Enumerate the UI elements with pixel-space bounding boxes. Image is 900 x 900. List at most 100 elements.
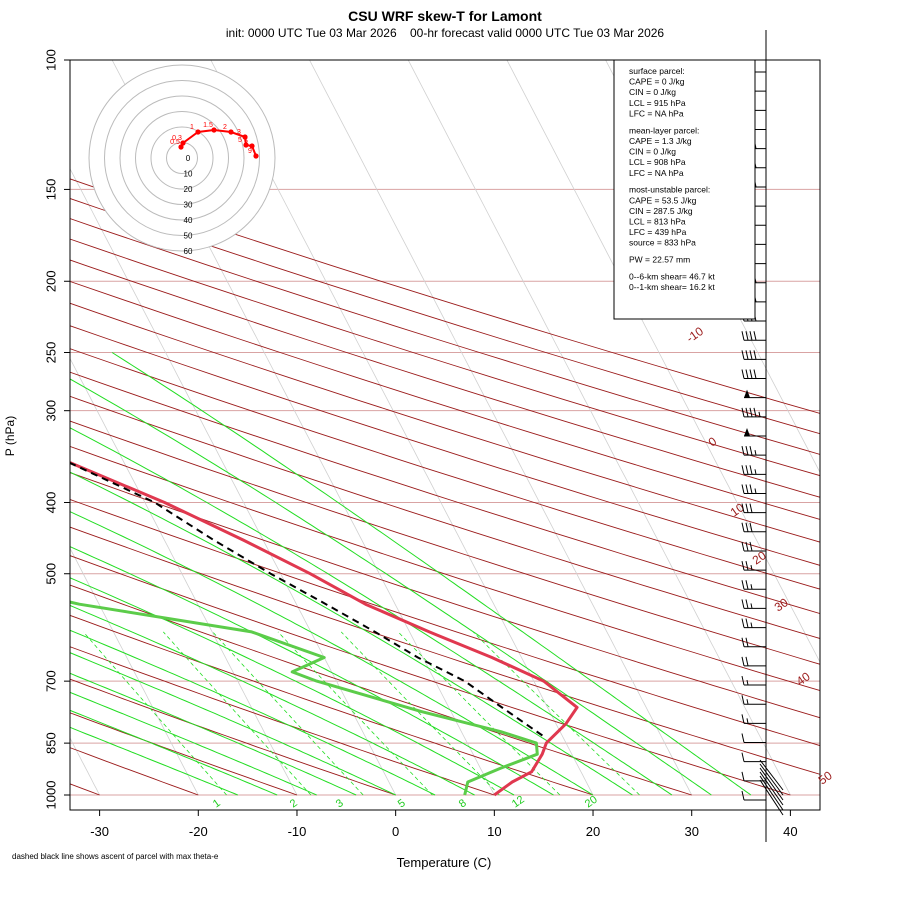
wind-barb-feather bbox=[741, 522, 745, 532]
y-tick-label: 300 bbox=[43, 400, 58, 422]
mixing-ratio-line bbox=[212, 631, 364, 796]
wind-barb bbox=[741, 407, 766, 418]
hodograph-point bbox=[242, 134, 248, 140]
isotherm-line bbox=[309, 60, 693, 796]
dewpoint-line bbox=[70, 600, 539, 796]
surface-parcel-line: CAPE = 0 J/kg bbox=[629, 77, 685, 87]
hodograph-point bbox=[243, 142, 249, 148]
wind-barb-half-feather bbox=[758, 411, 761, 417]
dry-adiabat-line bbox=[70, 555, 791, 796]
wind-barb-feather bbox=[745, 656, 749, 667]
shear-line: 0--6-km shear= 46.7 kt bbox=[629, 272, 715, 282]
mixing-ratio-label: 5 bbox=[396, 797, 408, 810]
moist-adiabat-line bbox=[70, 378, 712, 796]
mean-layer-parcel-line: LFC = NA hPa bbox=[629, 168, 684, 178]
dry-adiabat-line bbox=[70, 280, 820, 520]
x-tick-label: 0 bbox=[392, 824, 399, 839]
isotherm-line bbox=[70, 737, 100, 796]
mixing-ratio-line bbox=[397, 631, 561, 796]
wind-barb-feather bbox=[745, 522, 749, 532]
y-tick-label: 850 bbox=[43, 732, 58, 754]
wind-barb-half-feather bbox=[746, 699, 749, 705]
wind-barb-feather bbox=[745, 599, 749, 609]
wind-barb-feather bbox=[749, 407, 753, 417]
wind-barb-feather bbox=[741, 599, 745, 609]
wind-barb-feather bbox=[741, 695, 745, 705]
hodograph-point bbox=[249, 143, 255, 149]
y-tick-label: 700 bbox=[43, 670, 58, 692]
chart-title: CSU WRF skew-T for Lamont bbox=[348, 8, 542, 24]
x-tick-label: 30 bbox=[684, 824, 698, 839]
dry-adiabat-line bbox=[70, 498, 820, 747]
wind-barb-half-feather bbox=[750, 565, 753, 571]
isotherm-label: 0 bbox=[706, 434, 720, 449]
footnote: dashed black line shows ascent of parcel… bbox=[12, 852, 219, 861]
hodograph-point-label: 1 bbox=[190, 124, 194, 131]
dry-adiabat-line bbox=[70, 218, 820, 455]
dry-adiabat-line bbox=[70, 238, 820, 477]
isotherm-line bbox=[70, 547, 199, 796]
hodograph-ring-label: 0 bbox=[186, 154, 191, 163]
chart-subtitle: init: 0000 UTC Tue 03 Mar 2026 00-hr for… bbox=[226, 26, 665, 40]
wind-barb bbox=[741, 446, 766, 456]
isotherm-label: 40 bbox=[794, 669, 813, 688]
y-tick-label: 100 bbox=[43, 49, 58, 71]
dry-adiabat-line bbox=[70, 445, 820, 692]
wind-barb-feather bbox=[745, 331, 749, 341]
wind-barb bbox=[741, 522, 766, 533]
mixing-ratio-label: 8 bbox=[457, 797, 469, 810]
wind-barb-feather bbox=[741, 675, 745, 686]
y-tick-label: 1000 bbox=[43, 781, 58, 810]
moist-adiabat-line bbox=[70, 652, 396, 796]
y-tick-label: 400 bbox=[43, 492, 58, 514]
wind-barb-feather bbox=[745, 350, 749, 360]
y-tick-label: 500 bbox=[43, 563, 58, 585]
wind-barb-feather bbox=[741, 465, 745, 475]
wind-barb-feather bbox=[741, 503, 745, 513]
hodograph-point-label: 2 bbox=[223, 124, 227, 131]
hodograph-ring bbox=[88, 64, 276, 252]
moist-adiabat-line bbox=[70, 511, 594, 796]
wind-barb-feather bbox=[745, 407, 749, 417]
x-tick-label: 20 bbox=[586, 824, 600, 839]
wind-barb-feather bbox=[741, 733, 745, 743]
wind-barb bbox=[741, 656, 766, 667]
wind-barb bbox=[744, 428, 766, 437]
wind-barb-feather bbox=[741, 446, 745, 456]
wind-barb-half-feather bbox=[746, 679, 749, 686]
x-tick-label: -10 bbox=[288, 824, 307, 839]
isotherm-line bbox=[0, 60, 1, 795]
wind-barb bbox=[741, 714, 766, 724]
wind-barb-half-feather bbox=[754, 488, 757, 494]
dry-adiabat-line bbox=[70, 348, 820, 590]
mean-layer-parcel-line: LCL = 908 hPa bbox=[629, 157, 686, 167]
wind-barb-surface-staff bbox=[759, 775, 784, 811]
hodograph-ring-label: 60 bbox=[184, 247, 193, 256]
x-axis-label: Temperature (C) bbox=[397, 855, 492, 870]
isotherm-line bbox=[70, 357, 298, 796]
hodograph-point-label: 3 bbox=[237, 129, 241, 136]
wind-barb bbox=[744, 389, 766, 399]
hodograph-ring-label: 20 bbox=[184, 185, 193, 194]
hodograph-point bbox=[178, 144, 184, 150]
dry-adiabat-line bbox=[70, 259, 820, 498]
isotherm-line bbox=[605, 60, 820, 474]
moist-adiabat-line bbox=[70, 427, 673, 796]
wind-barb-feather bbox=[745, 484, 749, 494]
surface-parcel-line: LCL = 915 hPa bbox=[629, 98, 686, 108]
hodograph-point bbox=[195, 129, 201, 135]
x-tick-label: 40 bbox=[783, 824, 797, 839]
plot-frame bbox=[69, 59, 821, 811]
most-unstable-parcel-line: CIN = 287.5 J/kg bbox=[629, 206, 693, 216]
parcel-line bbox=[70, 461, 543, 737]
wind-barb bbox=[741, 541, 766, 552]
hodograph-ring-label: 50 bbox=[184, 232, 193, 241]
dry-adiabat-line bbox=[70, 302, 820, 543]
wind-barb bbox=[741, 695, 766, 705]
wind-barb bbox=[741, 733, 766, 744]
wind-barb-feather bbox=[741, 331, 745, 341]
hodograph-point bbox=[180, 140, 186, 146]
hodograph-point-label: 9 bbox=[248, 148, 252, 155]
